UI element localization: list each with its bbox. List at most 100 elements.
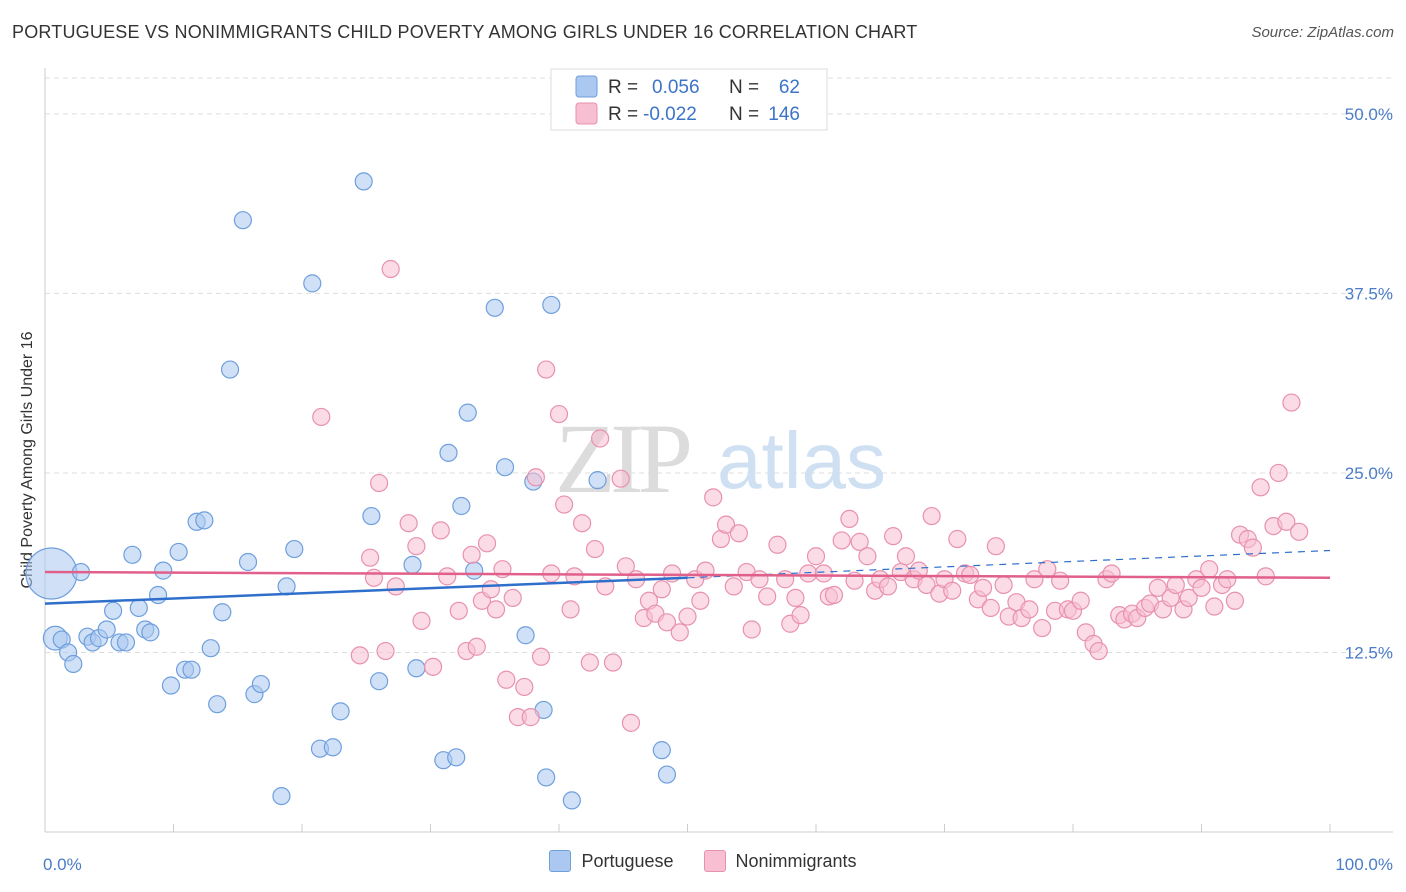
nonimmigrants-point <box>364 568 384 587</box>
portuguese-point <box>403 555 422 574</box>
nonimmigrants-point <box>832 531 851 550</box>
legend-n-label-1: N = <box>729 77 759 98</box>
portuguese-point <box>542 295 561 315</box>
nonimmigrants-point <box>1166 575 1185 595</box>
nonimmigrants-point <box>585 539 605 559</box>
nonimmigrants-point <box>994 575 1013 595</box>
portuguese-point <box>303 274 322 293</box>
nonimmigrants-point <box>361 548 380 567</box>
nonimmigrants-point <box>621 713 641 732</box>
legend-r-value-1: 0.056 <box>652 77 700 98</box>
nonimmigrants-point <box>750 570 769 589</box>
nonimmigrants-point <box>1071 591 1090 610</box>
portuguese-point <box>169 542 188 562</box>
nonimmigrants-label: Nonimmigrants <box>735 850 857 871</box>
nonimmigrants-point <box>742 620 761 639</box>
nonimmigrants-point <box>791 606 810 625</box>
portuguese-point <box>495 458 515 477</box>
nonimmigrants-point <box>1225 591 1245 610</box>
nonimmigrants-point <box>1269 463 1288 483</box>
portuguese-point <box>251 674 270 694</box>
nonimmigrants-point <box>423 657 443 676</box>
nonimmigrants-point <box>883 527 903 546</box>
nonimmigrants-point <box>477 534 497 553</box>
nonimmigrants-point <box>948 529 967 549</box>
nonimmigrants-point <box>1102 564 1121 583</box>
portuguese-point <box>208 695 227 714</box>
nonimmigrants-point <box>1243 538 1263 557</box>
nonimmigrants-point <box>1033 618 1052 638</box>
portuguese-point <box>439 443 458 462</box>
portuguese-point <box>652 741 671 760</box>
nonimmigrants-point <box>555 495 574 514</box>
nonimmigrants-point <box>1290 522 1309 541</box>
nonimmigrants-point <box>657 613 677 632</box>
portuguese-trend-line <box>44 576 688 605</box>
nonimmigrants-point <box>526 468 545 487</box>
x-tick-label: 0.0% <box>43 855 82 874</box>
y-tick-label: 12.5% <box>1345 643 1393 662</box>
portuguese-point <box>562 791 581 810</box>
nonimmigrants-point <box>467 637 486 656</box>
legend-n-value-1: 62 <box>779 77 800 98</box>
nonimmigrants-point <box>986 537 1006 556</box>
nonimmigrants-point <box>943 581 962 600</box>
axes: 12.5% 25.0% 37.5% 50.0% 0.0% 100.0% <box>43 68 1393 874</box>
nonimmigrants-point <box>1020 600 1039 619</box>
nonimmigrants-point <box>1148 578 1167 597</box>
nonimmigrants-point <box>603 653 623 672</box>
bottom-legend-portuguese: Portuguese <box>549 850 674 872</box>
portuguese-label: Portuguese <box>581 850 674 871</box>
bottom-legend-nonimmigrants: Nonimmigrants <box>703 850 857 872</box>
nonimmigrants-point <box>799 564 818 583</box>
portuguese-point <box>141 623 160 642</box>
portuguese-point <box>195 511 214 530</box>
portuguese-point <box>213 603 232 622</box>
nonimmigrants-point <box>565 567 584 586</box>
portuguese-point <box>458 403 477 422</box>
nonimmigrants-point <box>1251 478 1270 497</box>
legend-r-label-2: R = <box>608 104 638 125</box>
nonimmigrants-point <box>768 535 787 554</box>
portuguese-point <box>485 298 504 317</box>
portuguese-point <box>154 561 173 580</box>
portuguese-point <box>64 654 83 674</box>
nonimmigrants-point <box>561 600 580 619</box>
portuguese-point <box>452 496 471 516</box>
nonimmigrants-point <box>407 537 426 556</box>
nonimmigrants-point <box>1282 393 1301 412</box>
nonimmigrants-point <box>573 514 592 533</box>
y-tick-label: 37.5% <box>1345 284 1393 303</box>
watermark-atlas: atlas <box>717 416 886 505</box>
watermark: ZIP atlas <box>555 403 886 514</box>
portuguese-point <box>370 672 389 691</box>
legend-swatch-nonimmigrants <box>575 102 598 125</box>
portuguese-point <box>233 211 252 230</box>
nonimmigrants-point <box>786 588 805 608</box>
nonimmigrants-point <box>824 585 844 605</box>
nonimmigrants-point <box>981 598 1000 618</box>
nonimmigrants-point <box>704 488 723 507</box>
portuguese-point <box>123 545 142 564</box>
y-tick-label: 50.0% <box>1345 105 1393 124</box>
nonimmigrants-point <box>1051 571 1070 590</box>
portuguese-point <box>201 639 220 658</box>
nonimmigrants-point <box>670 623 689 642</box>
portuguese-point <box>272 786 291 806</box>
nonimmigrants-point <box>591 429 610 448</box>
nonimmigrants-point <box>481 580 500 599</box>
portuguese-swatch <box>549 850 572 872</box>
watermark-zip: ZIP <box>555 403 689 514</box>
legend-r-value-2: -0.022 <box>643 104 697 125</box>
portuguese-point <box>516 626 535 645</box>
portuguese-point <box>25 547 78 600</box>
portuguese-point <box>285 539 304 559</box>
y-tick-label: 25.0% <box>1345 464 1393 483</box>
nonimmigrants-point <box>1218 570 1237 589</box>
nonimmigrants-point <box>758 587 777 606</box>
nonimmigrants-point <box>1277 512 1296 531</box>
nonimmigrants-point <box>1192 578 1211 597</box>
nonimmigrants-point <box>386 577 405 596</box>
portuguese-point <box>277 577 296 596</box>
x-tick-label: 100.0% <box>1335 855 1393 874</box>
